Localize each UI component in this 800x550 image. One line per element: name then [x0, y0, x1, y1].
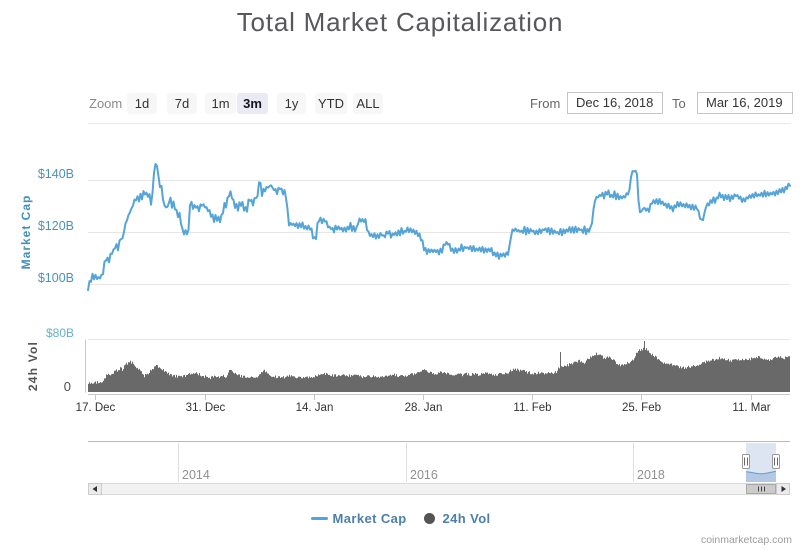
svg-text:31. Dec: 31. Dec — [186, 402, 226, 414]
svg-text:2016: 2016 — [410, 468, 438, 482]
svg-text:2018: 2018 — [637, 468, 665, 482]
svg-text:11. Feb: 11. Feb — [513, 402, 551, 414]
svg-text:24h Vol: 24h Vol — [26, 341, 40, 391]
svg-text:$100B: $100B — [38, 271, 74, 285]
svg-text:$120B: $120B — [38, 219, 74, 233]
svg-text:coinmarketcap.com: coinmarketcap.com — [701, 534, 792, 546]
svg-text:$80B: $80B — [46, 326, 74, 340]
svg-text:0: 0 — [64, 379, 71, 394]
svg-text:24h Vol: 24h Vol — [443, 511, 491, 526]
svg-text:11. Mar: 11. Mar — [732, 402, 770, 414]
svg-text:$140B: $140B — [38, 167, 74, 181]
svg-text:14. Jan: 14. Jan — [296, 402, 334, 414]
svg-text:25. Feb: 25. Feb — [622, 402, 661, 414]
svg-text:2014: 2014 — [182, 468, 210, 482]
svg-text:Market Cap: Market Cap — [333, 511, 407, 526]
svg-text:28. Jan: 28. Jan — [405, 402, 443, 414]
svg-text:Market Cap: Market Cap — [19, 195, 33, 270]
svg-text:17. Dec: 17. Dec — [76, 402, 116, 414]
